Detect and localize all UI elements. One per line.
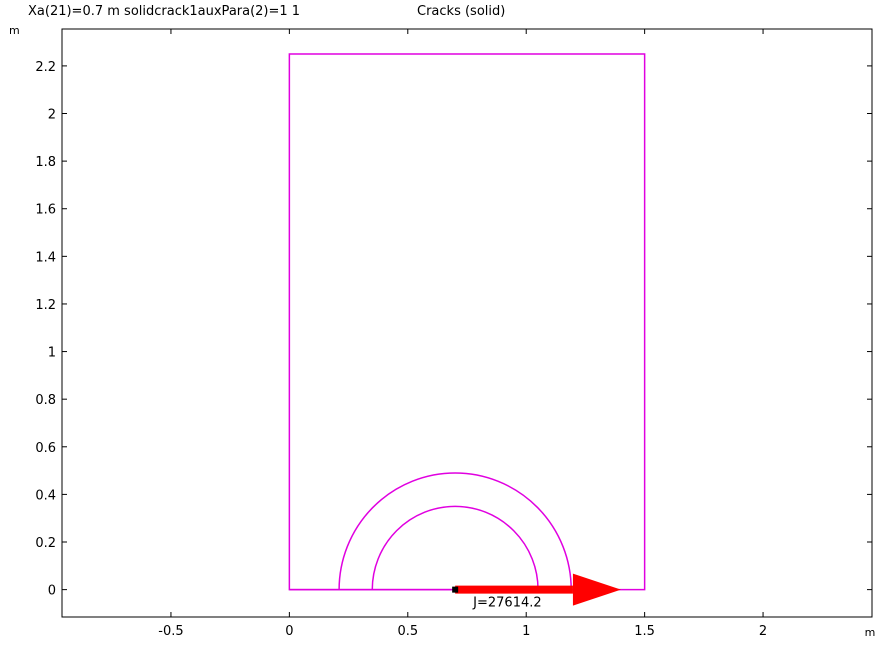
y-tick-label: 0.2 <box>35 536 56 551</box>
x-tick-label: 2 <box>759 624 767 639</box>
y-axis-label: m <box>9 24 20 37</box>
crack-tip-marker <box>452 586 459 593</box>
x-tick-label: 1 <box>522 624 530 639</box>
y-tick-label: 2 <box>48 108 56 123</box>
x-axis-label: m <box>865 626 876 639</box>
j-arrow-shaft <box>455 585 573 594</box>
x-tick-label: 0.5 <box>397 624 418 639</box>
y-tick-label: 1.2 <box>35 298 56 313</box>
domain-rectangle <box>288 53 646 591</box>
j-arrow-head <box>572 573 621 606</box>
y-tick-label: 1.6 <box>35 203 56 218</box>
x-tick-label: 0 <box>285 624 293 639</box>
y-tick-label: 1.4 <box>35 250 56 265</box>
y-tick-label: 0.4 <box>35 488 56 503</box>
y-tick-label: 0.8 <box>35 393 56 408</box>
x-tick-label: -0.5 <box>158 624 183 639</box>
plot-title: Cracks (solid) <box>417 4 506 19</box>
y-tick-label: 1 <box>48 346 56 361</box>
parameter-label: Xa(21)=0.7 m solidcrack1auxPara(2)=1 1 <box>28 4 301 19</box>
y-tick-label: 2.2 <box>35 60 56 75</box>
integration-contour-arc <box>338 472 572 590</box>
axes-frame <box>61 28 873 618</box>
x-tick-label: 1.5 <box>634 624 655 639</box>
j-value-label: J=27614.2 <box>472 596 542 611</box>
y-tick-label: 0 <box>48 584 56 599</box>
integration-contour-arc <box>371 505 539 590</box>
y-tick-label: 1.8 <box>35 155 56 170</box>
y-tick-label: 0.6 <box>35 441 56 456</box>
